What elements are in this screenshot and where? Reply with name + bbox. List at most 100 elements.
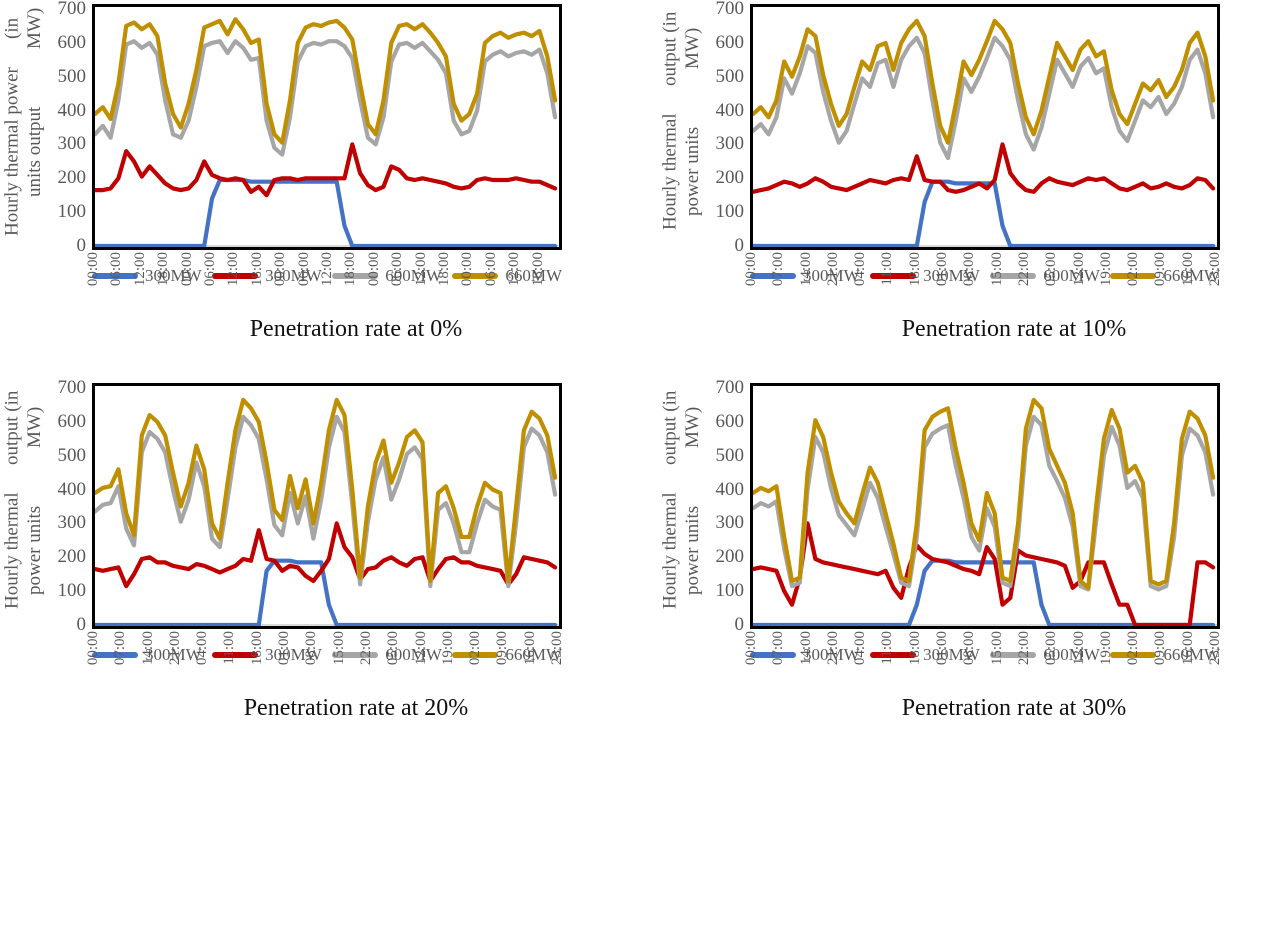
legend-item-blue-300mw: 300MW [92, 266, 202, 286]
x-axis-tick-label: 00:00 [743, 631, 759, 666]
legend-swatch-gold [1110, 652, 1157, 658]
y-axis-title-line2: (in MW) [1, 8, 45, 50]
x-axis-tick-label: 18:00 [248, 252, 265, 287]
x-axis-tick-label: 14:00 [139, 631, 156, 666]
legend-swatch-blue [92, 273, 138, 279]
legend-label: 600MW [385, 645, 442, 664]
x-axis-tick-label: 16:00 [521, 631, 538, 666]
y-axis-tick-label: 100 [57, 201, 87, 223]
x-axis-tick-label: 00:00 [85, 631, 101, 666]
x-axis-tick-label: 18:00 [906, 252, 923, 287]
y-axis-title-line2: output (in MW) [1, 390, 45, 465]
plot-border [750, 383, 1220, 629]
legend-label: 300MW [923, 645, 980, 664]
chart-block-0-percent: Hourly thermal power units output (in MW… [0, 0, 620, 343]
x-axis-tick-label: 04:00 [852, 252, 869, 287]
x-axis-tick-label: 00:00 [178, 252, 195, 287]
x-axis-tick-label: 09:00 [1152, 252, 1169, 287]
x-axis-tick-label: 01:00 [934, 252, 951, 287]
y-axis-tick-label: 0 [76, 235, 87, 256]
legend-item-gray-600mw: 600MW [332, 266, 442, 286]
y-axis-title-line1: Hourly thermal power units [659, 113, 703, 231]
x-axis-tick-label: 14:00 [797, 631, 814, 666]
x-axis-tick-label: 07:00 [770, 631, 787, 666]
chart-caption: Penetration rate at 20% [243, 695, 469, 721]
legend-swatch-gold [452, 273, 499, 279]
legend-item-gold-660mw: 660MW [1110, 266, 1220, 286]
y-axis-ticks: 700 600 500 400 300 200 100 0 [48, 0, 92, 256]
x-axis-tick-label: 04:00 [194, 631, 211, 666]
x-axis-tick-label: 06:00 [201, 252, 218, 287]
legend-item-gold-660mw: 660MW [452, 645, 562, 665]
x-axis-tick-label: 21:00 [166, 631, 183, 666]
x-axis-tick-label: 06:00 [482, 252, 499, 287]
x-axis-tick-label: 08:00 [961, 631, 978, 666]
x-axis-tick-label: 12:00 [1070, 252, 1087, 287]
legend-label: 600MW [385, 266, 442, 285]
x-axis-tick-label: 00:00 [365, 252, 382, 287]
x-axis-tick-label: 09:00 [1152, 631, 1169, 666]
x-axis-tick-label: 15:00 [988, 631, 1005, 666]
y-axis-tick-label: 500 [715, 444, 745, 466]
x-axis-tick-label: 02:00 [1125, 252, 1142, 287]
y-axis-tick-label: 700 [57, 377, 87, 398]
y-axis-tick-label: 400 [57, 99, 87, 121]
y-axis-tick-label: 300 [57, 512, 87, 534]
x-axis-tick-label: 12:00 [318, 252, 335, 287]
x-axis-tick-label: 21:00 [824, 631, 841, 666]
y-axis-ticks: 700 600 500 400 300 200 100 0 [706, 377, 750, 635]
legend-swatch-blue [92, 652, 138, 658]
legend: 300MW 300MW 600MW 660MW [92, 645, 562, 665]
x-axis-tick-label: 18:00 [529, 252, 546, 287]
plot-border [92, 383, 562, 629]
y-axis-tick-label: 700 [715, 377, 745, 398]
y-axis-title-line1: Hourly thermal power units [1, 492, 45, 610]
x-axis-tick-label: 18:00 [342, 252, 359, 287]
legend-item-red-300mw: 300MW [212, 266, 322, 286]
x-axis-tick-label: 15:00 [988, 252, 1005, 287]
x-axis-tick-label: 12:00 [412, 252, 429, 287]
legend-item-gray-600mw: 600MW [332, 645, 442, 665]
plot-wrap: 00:00 07:00 14:00 21:00 04:00 11:00 18:00 01:00… [743, 4, 1223, 286]
plot-area [92, 383, 562, 629]
y-axis-tick-label: 600 [57, 31, 87, 53]
y-axis-tick-label: 700 [715, 0, 745, 19]
legend-item-red-300mw: 300MW [870, 645, 980, 665]
legend-item-blue-300mw: 300MW [92, 645, 202, 665]
y-axis-title: Hourly thermal power units output (in MW… [0, 383, 48, 629]
x-axis-tick-label: 12:00 [225, 252, 242, 287]
x-axis-tick-label: 05:00 [1043, 631, 1060, 666]
legend-swatch-blue [750, 652, 796, 658]
x-axis-tick-label: 05:00 [385, 631, 402, 666]
x-axis-tick-label: 11:00 [221, 631, 238, 665]
y-axis-tick-label: 500 [57, 65, 87, 87]
y-axis-tick-label: 0 [734, 614, 745, 635]
series-line-300mw-0 [92, 558, 558, 628]
legend-swatch-gray [990, 273, 1037, 279]
x-axis-tick-label: 14:00 [797, 252, 814, 287]
x-axis-tick-label: 16:00 [1179, 631, 1196, 666]
legend-label: 600MW [1043, 645, 1100, 664]
chart-row: Hourly thermal power units output (in MW… [0, 0, 620, 286]
x-axis-tick-label: 23:00 [1207, 631, 1223, 666]
x-axis-ticks: 00:00 06:00 12:00 18:00 00:00 06:00 12:00 18:00… [85, 250, 562, 308]
x-axis-tick-label: 09:00 [494, 631, 511, 666]
chart-row: Hourly thermal power units output (in MW… [658, 0, 1269, 286]
legend: 300MW 300MW 600MW 660MW [92, 266, 562, 286]
series-line-300mw-0 [750, 179, 1216, 249]
x-axis-tick-label: 12:00 [131, 252, 148, 287]
y-axis-tick-label: 600 [57, 410, 87, 432]
legend-item-blue-300mw: 300MW [750, 266, 860, 286]
y-axis-ticks: 700 600 500 400 300 200 100 0 [706, 0, 750, 256]
legend-swatch-red [212, 273, 259, 279]
legend-swatch-gold [452, 652, 499, 658]
plot-area [92, 4, 562, 250]
y-axis-tick-label: 700 [57, 0, 87, 19]
series-line-300mw-1 [92, 521, 558, 589]
x-axis-tick-label: 08:00 [303, 631, 320, 666]
y-axis-tick-label: 200 [715, 546, 745, 568]
chart-caption: Penetration rate at 10% [901, 316, 1127, 342]
x-axis-tick-label: 12:00 [506, 252, 523, 287]
x-axis-tick-label: 01:00 [934, 631, 951, 666]
x-axis-ticks: 00:00 07:00 14:00 21:00 04:00 11:00 18:00 01:00… [85, 629, 565, 687]
